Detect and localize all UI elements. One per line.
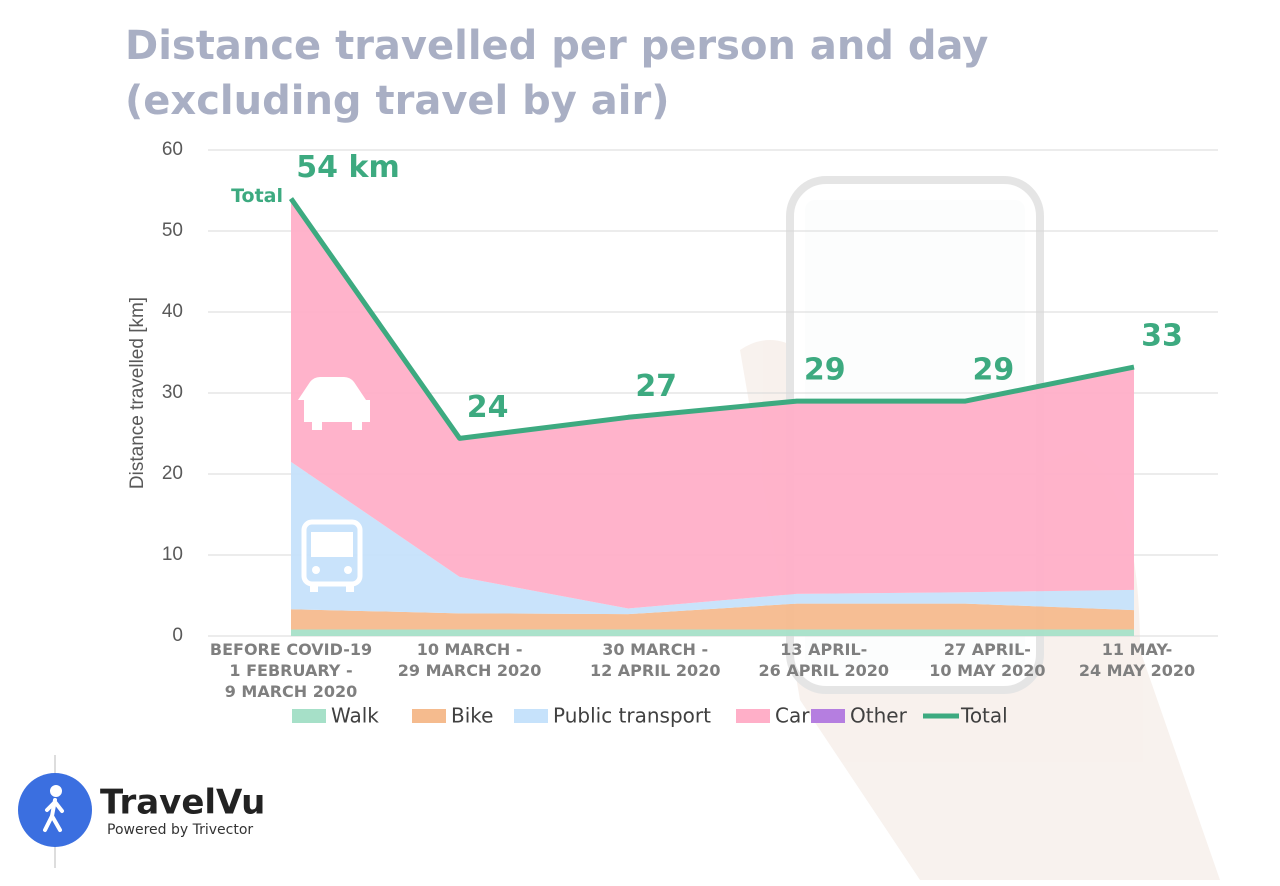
data-label: 27 — [635, 369, 677, 404]
chart-title: (excluding travel by air) — [125, 78, 670, 124]
area — [291, 629, 1134, 636]
logo-walker — [43, 785, 64, 832]
legend-label: Other — [850, 704, 908, 728]
x-tick-label: BEFORE COVID-19 1 FEBRUARY - 9 MARCH 2020 — [210, 640, 372, 701]
legend-label: Car — [775, 704, 810, 728]
legend-label: Walk — [331, 704, 379, 728]
y-tick-label: 60 — [162, 139, 183, 160]
x-tick-line: 12 APRIL 2020 — [590, 661, 721, 680]
x-tick-label: 27 APRIL- 10 MAY 2020 — [929, 640, 1045, 680]
x-tick-line: 9 MARCH 2020 — [225, 682, 358, 701]
y-tick-label: 0 — [172, 625, 183, 646]
legend-swatch — [412, 709, 446, 723]
x-tick-line: 30 MARCH - — [602, 640, 708, 659]
car-icon — [298, 377, 370, 430]
y-tick-label: 50 — [162, 220, 183, 241]
x-tick-line: 13 APRIL- — [780, 640, 867, 659]
data-label: 33 — [1141, 319, 1183, 354]
logo-name: TravelVu — [100, 783, 265, 823]
legend-label: Public transport — [553, 704, 711, 728]
bus-icon — [301, 519, 363, 592]
line-annotation: Total — [231, 185, 283, 207]
y-axis-label: Distance travelled [km] — [127, 297, 148, 489]
area — [291, 199, 1134, 609]
legend-swatch — [811, 709, 845, 723]
logo-tagline: Powered by Trivector — [107, 822, 253, 838]
legend-swatch — [514, 709, 548, 723]
x-tick-line: BEFORE COVID-19 — [210, 640, 372, 659]
total-line — [288, 197, 1135, 441]
x-tick-line: 27 APRIL- — [944, 640, 1031, 659]
y-tick-label: 30 — [162, 382, 183, 403]
area — [291, 461, 1134, 615]
legend-swatch — [292, 709, 326, 723]
x-tick-label: 10 MARCH - 29 MARCH 2020 — [398, 640, 542, 680]
x-tick-label: 30 MARCH - 12 APRIL 2020 — [590, 640, 721, 680]
x-tick-line: 10 MARCH - — [417, 640, 523, 659]
y-tick-label: 40 — [162, 301, 183, 322]
data-label: 29 — [973, 353, 1015, 388]
legend-swatch — [736, 709, 770, 723]
y-tick-label: 20 — [162, 463, 183, 484]
legend-label: Total — [960, 704, 1008, 728]
area — [291, 603, 1134, 630]
x-tick-line: 10 MAY 2020 — [929, 661, 1045, 680]
data-label: 54 km — [296, 150, 399, 185]
y-tick-label: 10 — [162, 544, 183, 565]
data-label: 29 — [804, 353, 846, 388]
x-tick-line: 29 MARCH 2020 — [398, 661, 542, 680]
x-tick-label: 13 APRIL- 26 APRIL 2020 — [759, 640, 890, 680]
x-tick-line: 1 FEBRUARY - — [229, 661, 352, 680]
data-label: 24 — [467, 390, 509, 425]
legend-label: Bike — [451, 704, 493, 728]
chart-title: Distance travelled per person and day — [125, 23, 988, 69]
x-tick-line: 26 APRIL 2020 — [759, 661, 890, 680]
x-tick-line: 24 MAY 2020 — [1079, 661, 1195, 680]
x-tick-line: 11 MAY- — [1102, 640, 1172, 659]
x-tick-label: 11 MAY- 24 MAY 2020 — [1079, 640, 1195, 680]
